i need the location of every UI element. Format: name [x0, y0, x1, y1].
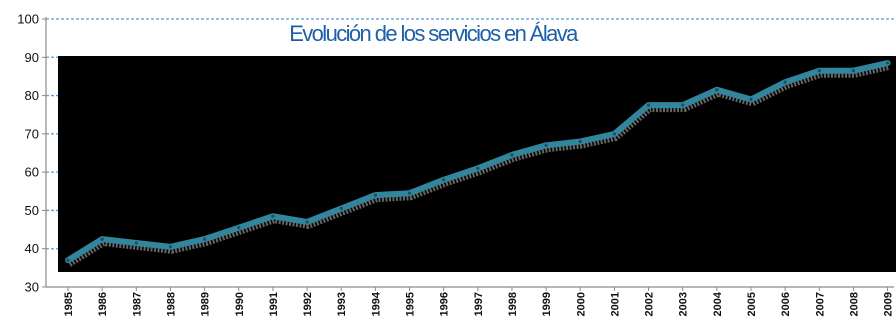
- series-line-shadow: [67, 64, 890, 267]
- data-point: [544, 143, 548, 147]
- plot-area-background: [58, 56, 896, 272]
- data-point: [612, 132, 617, 136]
- x-tick-label: 1992: [302, 292, 314, 316]
- data-point: [100, 237, 104, 241]
- x-tick-label: 2004: [712, 291, 724, 316]
- x-tick-label: 1996: [439, 292, 451, 316]
- x-axis-ticks: 1985 1986 1987 1988 1989 1990 1991 1992 1993 1994…: [63, 287, 895, 316]
- data-point: [817, 69, 821, 73]
- x-tick-label: 1987: [131, 292, 143, 316]
- data-point: [442, 178, 446, 182]
- x-tick-label: 2005: [746, 292, 758, 316]
- data-point: [339, 206, 343, 211]
- data-point: [237, 226, 241, 230]
- x-tick-label: 2006: [780, 292, 792, 316]
- x-tick-label: 2007: [814, 292, 826, 316]
- x-tick-label: 1998: [507, 292, 519, 316]
- y-tick-label: 30: [25, 280, 39, 295]
- data-point: [305, 220, 309, 224]
- data-point: [168, 245, 173, 249]
- data-point: [66, 258, 70, 262]
- x-tick-label: 1986: [97, 292, 109, 316]
- y-tick-label: 60: [25, 165, 39, 180]
- x-tick-label: 1985: [63, 292, 75, 316]
- data-point: [578, 139, 582, 144]
- data-point: [646, 103, 651, 107]
- data-point: [851, 69, 856, 73]
- x-tick-label: 2008: [848, 292, 860, 316]
- x-tick-label: 1999: [541, 292, 553, 316]
- data-point: [783, 80, 787, 84]
- data-point: [134, 241, 138, 245]
- x-tick-label: 1991: [268, 292, 280, 316]
- x-tick-label: 1995: [405, 292, 417, 316]
- x-tick-label: 2000: [575, 292, 587, 316]
- x-tick-label: 1988: [165, 292, 177, 316]
- x-tick-label: 1994: [370, 291, 382, 316]
- x-tick-label: 1993: [336, 292, 348, 316]
- data-point: [715, 88, 719, 92]
- x-tick-label: 2002: [644, 292, 656, 316]
- x-tick-label: 1990: [234, 292, 246, 316]
- x-tick-label: 2009: [883, 292, 895, 316]
- data-point: [749, 97, 753, 101]
- series-group: [65, 60, 891, 267]
- data-point: [271, 214, 275, 218]
- x-tick-label: 2003: [678, 292, 690, 316]
- y-tick-label: 40: [25, 241, 39, 256]
- y-tick-label: 90: [25, 50, 39, 65]
- data-point: [476, 166, 480, 170]
- y-tick-label: 50: [25, 203, 39, 218]
- data-point: [203, 237, 207, 241]
- data-point: [373, 193, 377, 197]
- x-tick-label: 1997: [473, 292, 485, 316]
- y-tick-label: 70: [25, 126, 39, 141]
- y-tick-label: 100: [17, 12, 39, 27]
- data-point: [886, 61, 890, 65]
- axes: [45, 17, 894, 288]
- y-tick-label: 80: [25, 88, 39, 103]
- x-tick-label: 1989: [200, 292, 212, 316]
- chart-title: Evolución de los servicios en Álava: [289, 21, 579, 46]
- data-point: [510, 153, 514, 157]
- data-point: [681, 103, 685, 107]
- data-point: [407, 191, 412, 195]
- y-axis-ticks: 30 40 50 60 70 80 90 100: [17, 12, 46, 295]
- x-tick-label: 2001: [609, 292, 621, 316]
